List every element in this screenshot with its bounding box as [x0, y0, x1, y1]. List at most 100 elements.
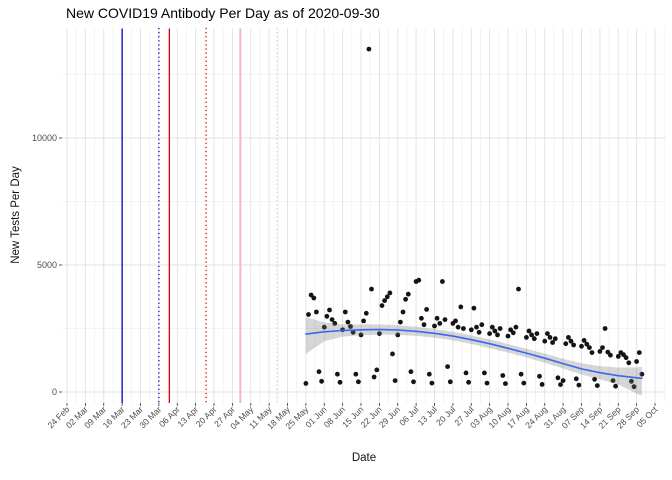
scatter-point — [573, 376, 579, 382]
scatter-point — [500, 373, 506, 378]
y-axis-title: New Tests Per Day — [10, 166, 22, 264]
scatter-point — [345, 319, 351, 325]
smooth-trend-line — [305, 328, 643, 380]
scatter-point — [382, 298, 387, 303]
scatter-point — [432, 323, 437, 329]
scatter-point — [440, 279, 445, 284]
scatter-point — [510, 330, 516, 336]
scatter-point — [342, 309, 348, 315]
scatter-point — [631, 384, 637, 390]
scatter-point — [579, 343, 584, 349]
scatter-point — [361, 318, 366, 324]
scatter-point — [592, 376, 597, 382]
x-tick-label: 06 Jul — [397, 404, 420, 427]
scatter-point — [615, 354, 621, 359]
scatter-point — [552, 336, 558, 342]
scatter-point — [303, 381, 309, 386]
scatter-point — [374, 367, 380, 373]
scatter-point — [314, 309, 319, 315]
scatter-point — [327, 307, 332, 313]
scatter-point — [503, 381, 508, 386]
scatter-point — [589, 350, 595, 355]
scatter-point — [547, 335, 553, 340]
scatter-point — [363, 310, 369, 316]
scatter-point — [403, 296, 408, 302]
scatter-point — [468, 327, 474, 333]
scatter-point — [471, 305, 477, 311]
scatter-point — [337, 379, 343, 385]
scatter-point — [455, 324, 461, 330]
scatter-point — [332, 321, 338, 326]
scatter-point — [356, 379, 361, 385]
scatter-point — [639, 371, 645, 377]
scatter-point — [518, 371, 524, 377]
scatter-point — [311, 295, 317, 301]
scatter-point — [539, 382, 545, 387]
scatter-point — [474, 324, 479, 330]
scatter-point — [571, 342, 576, 348]
scatter-point — [424, 307, 429, 312]
scatter-point — [466, 379, 471, 385]
scatter-point — [398, 319, 403, 325]
scatter-point — [587, 345, 592, 350]
scatter-point — [348, 324, 353, 329]
scatter-point — [335, 371, 340, 377]
scatter-point — [594, 383, 600, 388]
scatter-point — [329, 317, 335, 322]
scatter-point — [566, 335, 571, 340]
scatter-point — [395, 332, 401, 338]
scatter-point — [526, 328, 532, 334]
scatter-point — [531, 336, 537, 342]
scatter-point — [463, 370, 469, 376]
scatter-point — [416, 277, 422, 283]
scatter-point — [387, 290, 393, 296]
scatter-point — [534, 331, 540, 336]
scatter-point — [576, 382, 582, 388]
scatter-point — [369, 286, 374, 292]
scatter-point — [447, 379, 453, 385]
scatter-point — [537, 373, 542, 379]
x-tick-label: 20 Jul — [434, 404, 457, 427]
scatter-point — [524, 335, 529, 340]
y-tick-label: 10000 — [32, 133, 57, 143]
scatter-point — [513, 324, 519, 330]
x-tick-label: 29 Jun — [377, 404, 402, 429]
scatter-point — [319, 378, 324, 384]
scatter-point — [411, 379, 416, 385]
scatter-point — [626, 360, 632, 366]
scatter-point — [350, 329, 356, 335]
scatter-point — [421, 322, 427, 328]
scatter-point — [558, 382, 563, 387]
y-tick-label: 5000 — [37, 260, 57, 270]
scatter-point — [419, 315, 424, 321]
scatter-point — [581, 338, 587, 343]
scatter-point — [461, 326, 466, 331]
scatter-point — [324, 313, 330, 319]
scatter-point — [600, 345, 605, 350]
scatter-point — [442, 317, 448, 322]
scatter-point — [445, 364, 450, 369]
scatter-point — [495, 332, 500, 338]
scatter-point — [505, 333, 511, 339]
scatter-point — [608, 352, 613, 358]
scatter-point — [613, 383, 618, 389]
scatter-point — [487, 331, 492, 336]
scatter-point — [453, 318, 458, 324]
scatter-point — [497, 326, 503, 331]
scatter-point — [379, 303, 385, 308]
scatter-point — [392, 378, 398, 383]
scatter-point — [426, 371, 432, 377]
scatter-point — [489, 324, 495, 330]
scatter-point — [384, 294, 390, 300]
scatter-point — [476, 329, 482, 335]
scatter-point — [550, 340, 555, 345]
scatter-point — [371, 374, 377, 380]
scatter-point — [429, 380, 435, 386]
scatter-point — [545, 331, 550, 336]
scatter-point — [584, 341, 590, 347]
scatter-point — [529, 332, 534, 338]
scatter-point — [479, 322, 485, 328]
x-axis-title: Date — [351, 452, 377, 464]
